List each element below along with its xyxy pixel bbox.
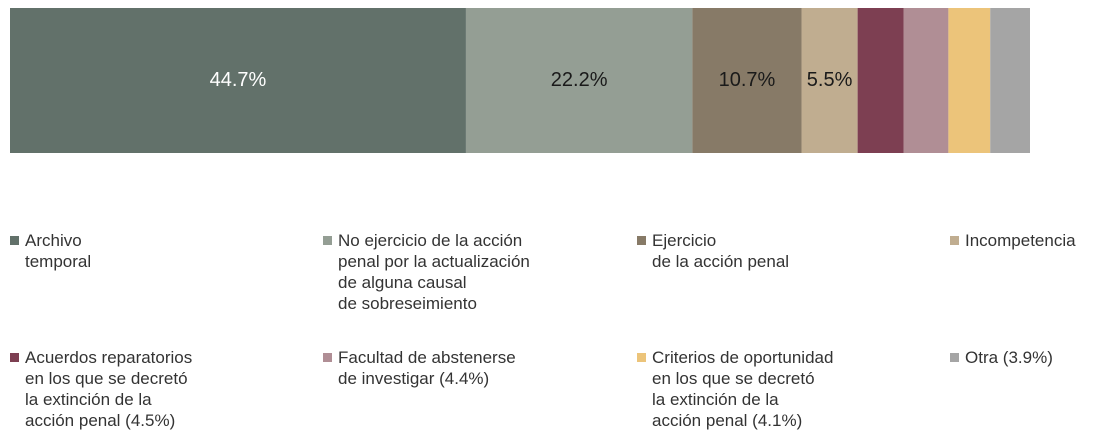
legend-label: Ejercicio de la acción penal bbox=[652, 231, 790, 271]
legend-label: Facultad de abstenerse de investigar (4.… bbox=[338, 348, 516, 388]
legend-label: Archivo temporal bbox=[25, 231, 92, 271]
legend-label: Otra (3.9%) bbox=[965, 348, 1053, 367]
bar-area: 44.7% 22.2% 10.7% 5.5% bbox=[10, 8, 1030, 153]
legend-swatch bbox=[10, 236, 19, 245]
bar-segment bbox=[857, 8, 904, 153]
legend-swatch bbox=[950, 353, 959, 362]
bar-segment bbox=[990, 8, 1030, 153]
legend-swatch bbox=[323, 236, 332, 245]
legend-label: Acuerdos reparatorios en los que se decr… bbox=[25, 348, 193, 430]
data-label: 22.2% bbox=[551, 69, 608, 91]
bar-segment bbox=[10, 8, 466, 153]
bar-segment bbox=[903, 8, 949, 153]
data-label: 44.7% bbox=[210, 69, 267, 91]
legend-swatch bbox=[10, 353, 19, 362]
bar-segment bbox=[465, 8, 693, 153]
bar-segment bbox=[801, 8, 858, 153]
legend-label: No ejercicio de la acción penal por la a… bbox=[338, 231, 530, 313]
legend-swatch bbox=[637, 236, 646, 245]
bar-segment bbox=[692, 8, 802, 153]
legend-label: Incompetencia bbox=[965, 231, 1076, 250]
legend-label: Criterios de oportunidad en los que se d… bbox=[652, 348, 834, 430]
legend-swatch bbox=[323, 353, 332, 362]
legend-swatch bbox=[950, 236, 959, 245]
data-label: 5.5% bbox=[807, 69, 853, 91]
legend-swatch bbox=[637, 353, 646, 362]
bar-segment bbox=[948, 8, 991, 153]
data-label: 10.7% bbox=[719, 69, 776, 91]
